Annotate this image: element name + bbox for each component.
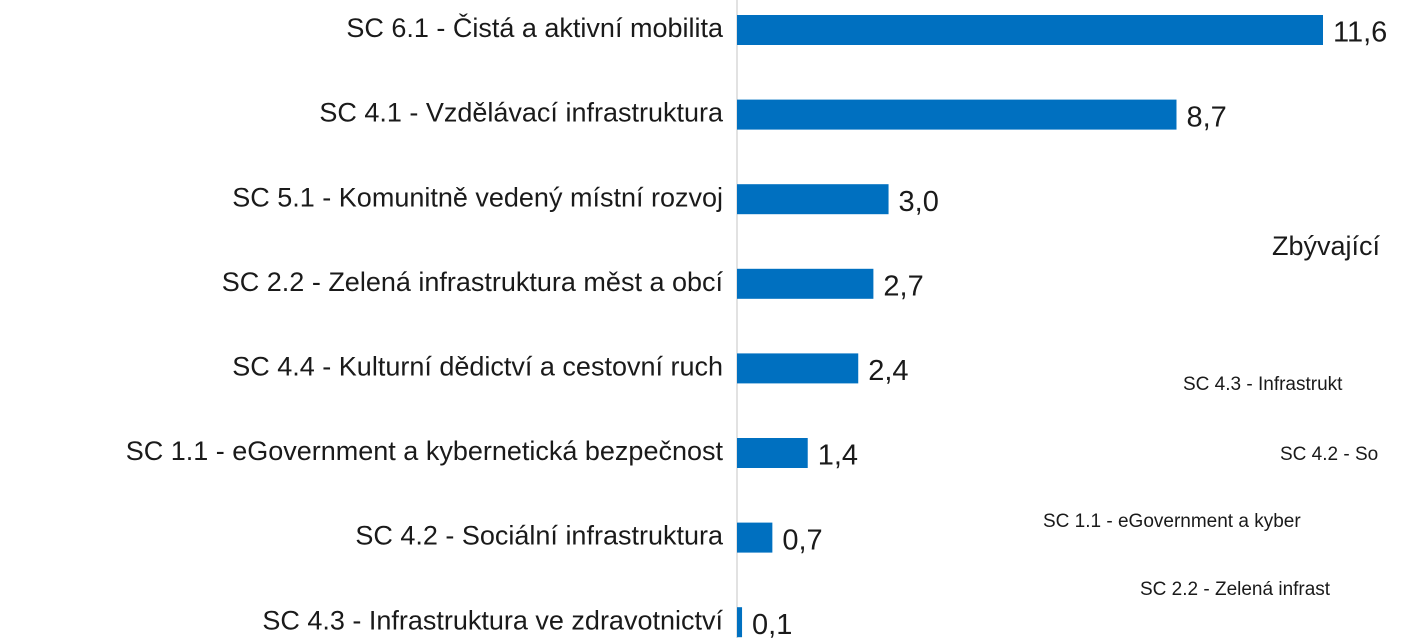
fragment-label: SC 4.2 - So [1280,444,1378,465]
category-label: SC 4.4 - Kulturní dědictví a cestovní ru… [232,352,723,382]
fragment-title: Zbývající [1272,231,1381,261]
bar [737,438,808,468]
category-label: SC 4.3 - Infrastruktura ve zdravotnictví [262,605,723,635]
category-label: SC 1.1 - eGovernment a kybernetická bezp… [126,436,724,466]
bar [737,522,773,553]
bar [737,607,743,638]
value-label: 0,7 [782,524,822,556]
fragment-label: SC 2.2 - Zelená infrast [1140,579,1331,600]
category-label: SC 6.1 - Čistá a aktivní mobilita [346,12,724,43]
value-label: 1,4 [818,440,858,472]
bar [737,268,874,299]
fragment-label: SC 1.1 - eGovernment a kyber [1043,511,1301,532]
value-label: 11,6 [1333,17,1387,49]
bar [737,184,889,215]
category-label: SC 4.2 - Sociální infrastruktura [355,521,724,551]
bar [737,15,1323,45]
bar [737,353,859,384]
category-label: SC 4.1 - Vzdělávací infrastruktura [319,98,724,128]
value-label: 2,7 [883,270,923,302]
value-label: 2,4 [868,355,908,387]
value-label: 3,0 [899,186,939,218]
bar [737,99,1177,130]
value-label: 8,7 [1187,101,1227,133]
value-label: 0,1 [752,609,792,638]
category-label: SC 5.1 - Komunitně vedený místní rozvoj [232,182,723,212]
fragment-label: SC 4.3 - Infrastrukt [1183,374,1343,395]
category-label: SC 2.2 - Zelená infrastruktura měst a ob… [222,267,724,297]
